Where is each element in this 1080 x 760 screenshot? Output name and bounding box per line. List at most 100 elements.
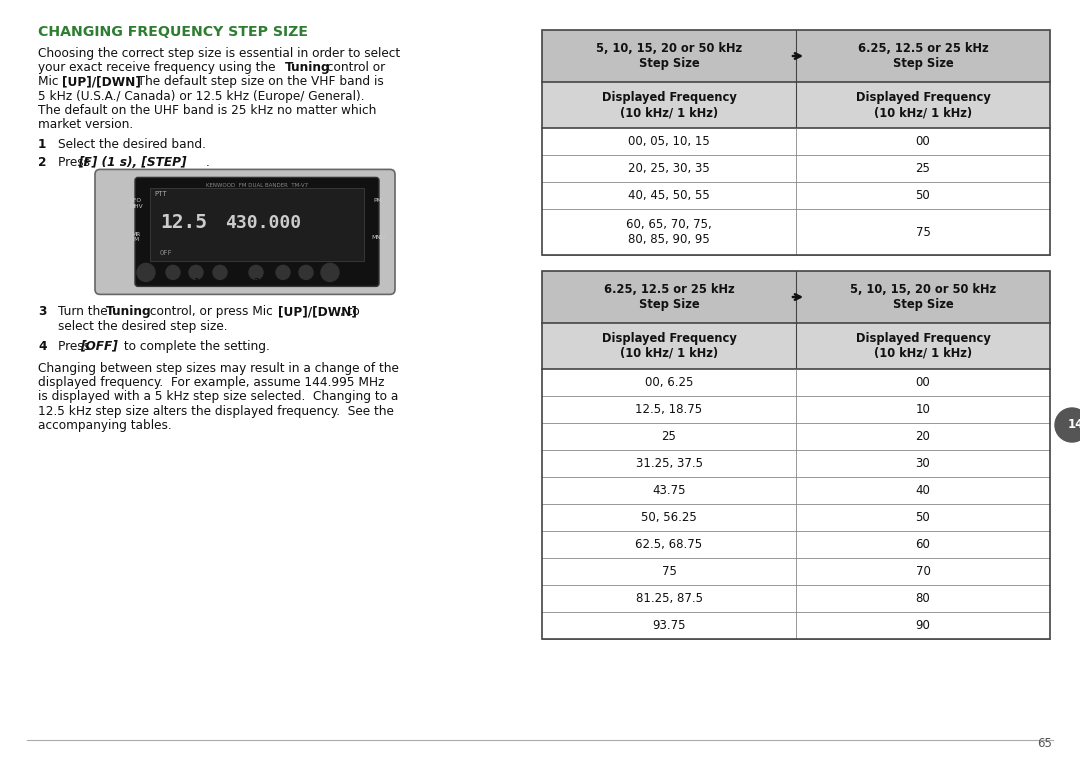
Bar (542, 271, 1050, 323)
Text: to complete the setting.: to complete the setting. (120, 340, 270, 353)
FancyBboxPatch shape (95, 169, 395, 294)
Text: 5 kHz (U.S.A./ Canada) or 12.5 kHz (Europe/ General).: 5 kHz (U.S.A./ Canada) or 12.5 kHz (Euro… (38, 90, 365, 103)
Text: 25: 25 (916, 162, 931, 175)
Text: 14: 14 (1068, 419, 1080, 432)
Text: PTT: PTT (154, 192, 166, 198)
Bar (542, 209, 1050, 255)
Circle shape (276, 265, 291, 280)
Text: Press: Press (58, 340, 94, 353)
Bar (542, 128, 1050, 155)
Text: Tuning: Tuning (285, 62, 330, 74)
Circle shape (189, 265, 203, 280)
Text: 1: 1 (38, 138, 46, 151)
Text: 20, 25, 30, 35: 20, 25, 30, 35 (629, 162, 710, 175)
Text: 430.000: 430.000 (225, 214, 301, 232)
Text: 75: 75 (916, 226, 931, 239)
Text: MNU: MNU (372, 235, 384, 239)
Text: is displayed with a 5 kHz step size selected.  Changing to a: is displayed with a 5 kHz step size sele… (38, 391, 399, 404)
Bar (542, 323, 1050, 369)
Circle shape (299, 265, 313, 280)
Text: The default on the UHF band is 25 kHz no matter which: The default on the UHF band is 25 kHz no… (38, 104, 376, 117)
Text: Turn the: Turn the (58, 306, 111, 318)
Text: [UP]/[DWN]: [UP]/[DWN] (278, 306, 356, 318)
Circle shape (137, 264, 156, 281)
Text: Choosing the correct step size is essential in order to select: Choosing the correct step size is essent… (38, 47, 400, 60)
Text: .: . (206, 157, 210, 169)
Bar (542, 531, 1050, 558)
Text: 60: 60 (916, 538, 931, 551)
Text: KENWOOD  FM DUAL BANDER  TM-V7: KENWOOD FM DUAL BANDER TM-V7 (206, 183, 308, 188)
Text: Changing between step sizes may result in a change of the: Changing between step sizes may result i… (38, 362, 399, 375)
Text: 25: 25 (662, 430, 676, 443)
Text: 30: 30 (916, 457, 930, 470)
Text: 12.5: 12.5 (160, 214, 207, 233)
Text: .  The default step size on the VHF band is: . The default step size on the VHF band … (126, 75, 383, 88)
Text: 62.5, 68.75: 62.5, 68.75 (635, 538, 703, 551)
Text: control or: control or (323, 62, 386, 74)
Bar (542, 423, 1050, 450)
Bar (542, 182, 1050, 209)
Text: 2: 2 (38, 157, 46, 169)
Bar (542, 30, 1050, 82)
Text: control, or press Mic: control, or press Mic (146, 306, 276, 318)
Text: market version.: market version. (38, 118, 133, 131)
Text: [UP]/[DWN]: [UP]/[DWN] (62, 75, 140, 88)
Text: 6.25, 12.5 or 25 kHz
Step Size: 6.25, 12.5 or 25 kHz Step Size (858, 42, 988, 70)
Circle shape (213, 265, 227, 280)
Text: Displayed Frequency
(10 kHz/ 1 kHz): Displayed Frequency (10 kHz/ 1 kHz) (855, 332, 990, 360)
Text: 00, 05, 10, 15: 00, 05, 10, 15 (629, 135, 710, 148)
Text: your exact receive frequency using the: your exact receive frequency using the (38, 62, 280, 74)
Circle shape (166, 265, 180, 280)
Text: 75: 75 (662, 565, 676, 578)
Circle shape (321, 264, 339, 281)
Text: accompanying tables.: accompanying tables. (38, 419, 172, 432)
Text: 10: 10 (916, 403, 931, 416)
Text: VFO
MHV: VFO MHV (130, 198, 143, 209)
Text: 50: 50 (916, 189, 930, 202)
Text: 00: 00 (916, 135, 930, 148)
Text: 43.75: 43.75 (652, 484, 686, 497)
Text: PM: PM (374, 198, 382, 204)
Bar (542, 504, 1050, 531)
Text: 40: 40 (916, 484, 931, 497)
Text: 3: 3 (38, 306, 46, 318)
Text: select the desired step size.: select the desired step size. (58, 320, 228, 333)
Text: , to: , to (340, 306, 360, 318)
Text: 65: 65 (1037, 737, 1052, 750)
Bar (542, 30, 1050, 255)
Text: 2: 2 (253, 278, 259, 287)
Bar (542, 477, 1050, 504)
Text: Tuning: Tuning (106, 306, 151, 318)
Text: Press: Press (58, 157, 94, 169)
Bar (542, 450, 1050, 477)
Bar (150, 188, 364, 261)
Text: 40, 45, 50, 55: 40, 45, 50, 55 (629, 189, 710, 202)
Text: OFF: OFF (160, 250, 173, 256)
Text: 50: 50 (916, 511, 930, 524)
Circle shape (1055, 408, 1080, 442)
Bar (542, 155, 1050, 182)
Text: 6.25, 12.5 or 25 kHz
Step Size: 6.25, 12.5 or 25 kHz Step Size (604, 283, 734, 311)
Text: 4: 4 (38, 340, 46, 353)
Text: [OFF]: [OFF] (80, 340, 118, 353)
Text: displayed frequency.  For example, assume 144.995 MHz: displayed frequency. For example, assume… (38, 376, 384, 389)
Text: 20: 20 (916, 430, 931, 443)
Text: 93.75: 93.75 (652, 619, 686, 632)
Text: CHANGING FREQUENCY STEP SIZE: CHANGING FREQUENCY STEP SIZE (38, 25, 308, 39)
Text: 81.25, 87.5: 81.25, 87.5 (635, 592, 702, 605)
Text: 5, 10, 15, 20 or 50 kHz
Step Size: 5, 10, 15, 20 or 50 kHz Step Size (596, 42, 742, 70)
Text: Displayed Frequency
(10 kHz/ 1 kHz): Displayed Frequency (10 kHz/ 1 kHz) (602, 332, 737, 360)
Text: 90: 90 (916, 619, 931, 632)
Text: 60, 65, 70, 75,
80, 85, 90, 95: 60, 65, 70, 75, 80, 85, 90, 95 (626, 218, 712, 246)
Text: Displayed Frequency
(10 kHz/ 1 kHz): Displayed Frequency (10 kHz/ 1 kHz) (602, 91, 737, 119)
Text: 50, 56.25: 50, 56.25 (642, 511, 697, 524)
Bar (542, 396, 1050, 423)
Circle shape (249, 265, 264, 280)
FancyBboxPatch shape (135, 177, 379, 287)
Text: 80: 80 (916, 592, 930, 605)
Text: 12.5, 18.75: 12.5, 18.75 (635, 403, 703, 416)
Text: Select the desired band.: Select the desired band. (58, 138, 206, 151)
Bar (542, 558, 1050, 585)
Text: 00, 6.25: 00, 6.25 (645, 376, 693, 389)
Bar (542, 271, 1050, 639)
